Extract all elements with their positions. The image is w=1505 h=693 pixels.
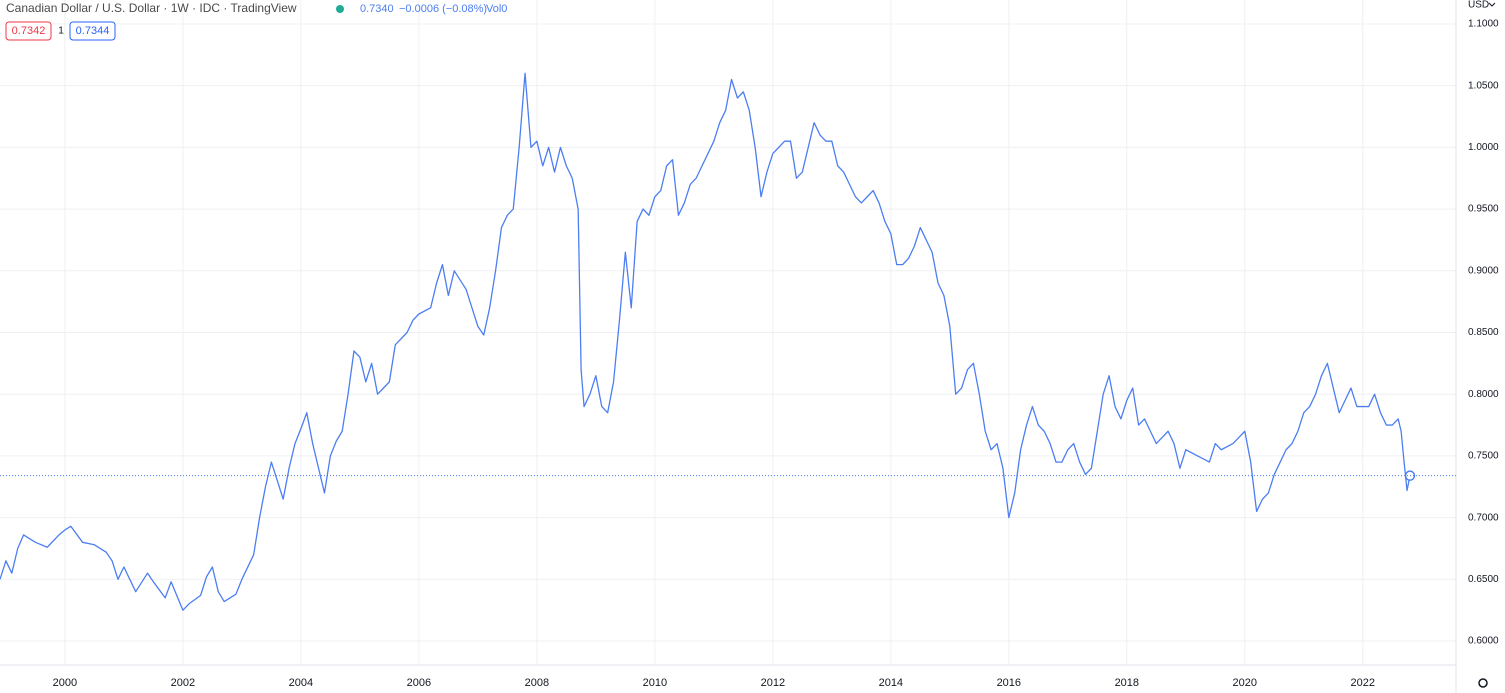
- y-tick-label: 0.8000: [1468, 389, 1499, 400]
- x-tick-label: 2014: [879, 677, 903, 689]
- settings-gear[interactable]: [1478, 678, 1488, 688]
- x-tick-label: 2020: [1233, 677, 1257, 689]
- x-tick-label: 2004: [289, 677, 313, 689]
- plot-area: [0, 72, 1456, 611]
- grid: [0, 0, 1456, 665]
- ask[interactable]: 0.7344: [76, 25, 110, 37]
- bid-box[interactable]: [5, 21, 52, 41]
- x-tick-label: 2012: [761, 677, 785, 689]
- y-tick-label: 1.0000: [1468, 142, 1499, 153]
- volume: Vol0: [486, 3, 507, 15]
- y-tick-label: 0.9000: [1468, 265, 1499, 276]
- price-change: −0.0006 (−0.08%): [399, 3, 487, 15]
- y-tick-label: 1.1000: [1468, 19, 1499, 30]
- ask-box[interactable]: [69, 21, 116, 41]
- settings-icon[interactable]: [1478, 678, 1488, 688]
- spread: 1: [58, 26, 64, 37]
- x-tick-label: 2008: [525, 677, 549, 689]
- currency-label[interactable]: USD: [1468, 0, 1489, 11]
- bid[interactable]: 0.7342: [12, 25, 46, 37]
- symbol-title: Canadian Dollar / U.S. Dollar · 1W · IDC…: [6, 1, 297, 15]
- y-tick-label: 1.0500: [1468, 80, 1499, 91]
- x-tick-label: 2022: [1351, 677, 1375, 689]
- currency-dropdown[interactable]: [1488, 2, 1496, 7]
- last-price: 0.7340: [360, 3, 394, 15]
- x-tick-label: 2000: [53, 677, 77, 689]
- y-tick-label: 0.7500: [1468, 451, 1499, 462]
- x-tick-label: 2002: [171, 677, 195, 689]
- last-point: [1404, 470, 1416, 481]
- x-tick-label: 2018: [1115, 677, 1139, 689]
- x-tick-label: 2006: [407, 677, 431, 689]
- market-status-dot: [336, 5, 344, 13]
- y-tick-label: 0.6500: [1468, 574, 1499, 585]
- y-tick-label: 0.7000: [1468, 512, 1499, 523]
- y-tick-label: 0.6000: [1468, 636, 1499, 647]
- x-tick-label: 2010: [643, 677, 667, 689]
- x-tick-label: 2016: [997, 677, 1021, 689]
- y-tick-label: 0.8500: [1468, 327, 1499, 338]
- price-line-series: [0, 72, 1411, 611]
- y-tick-label: 0.9500: [1468, 204, 1499, 215]
